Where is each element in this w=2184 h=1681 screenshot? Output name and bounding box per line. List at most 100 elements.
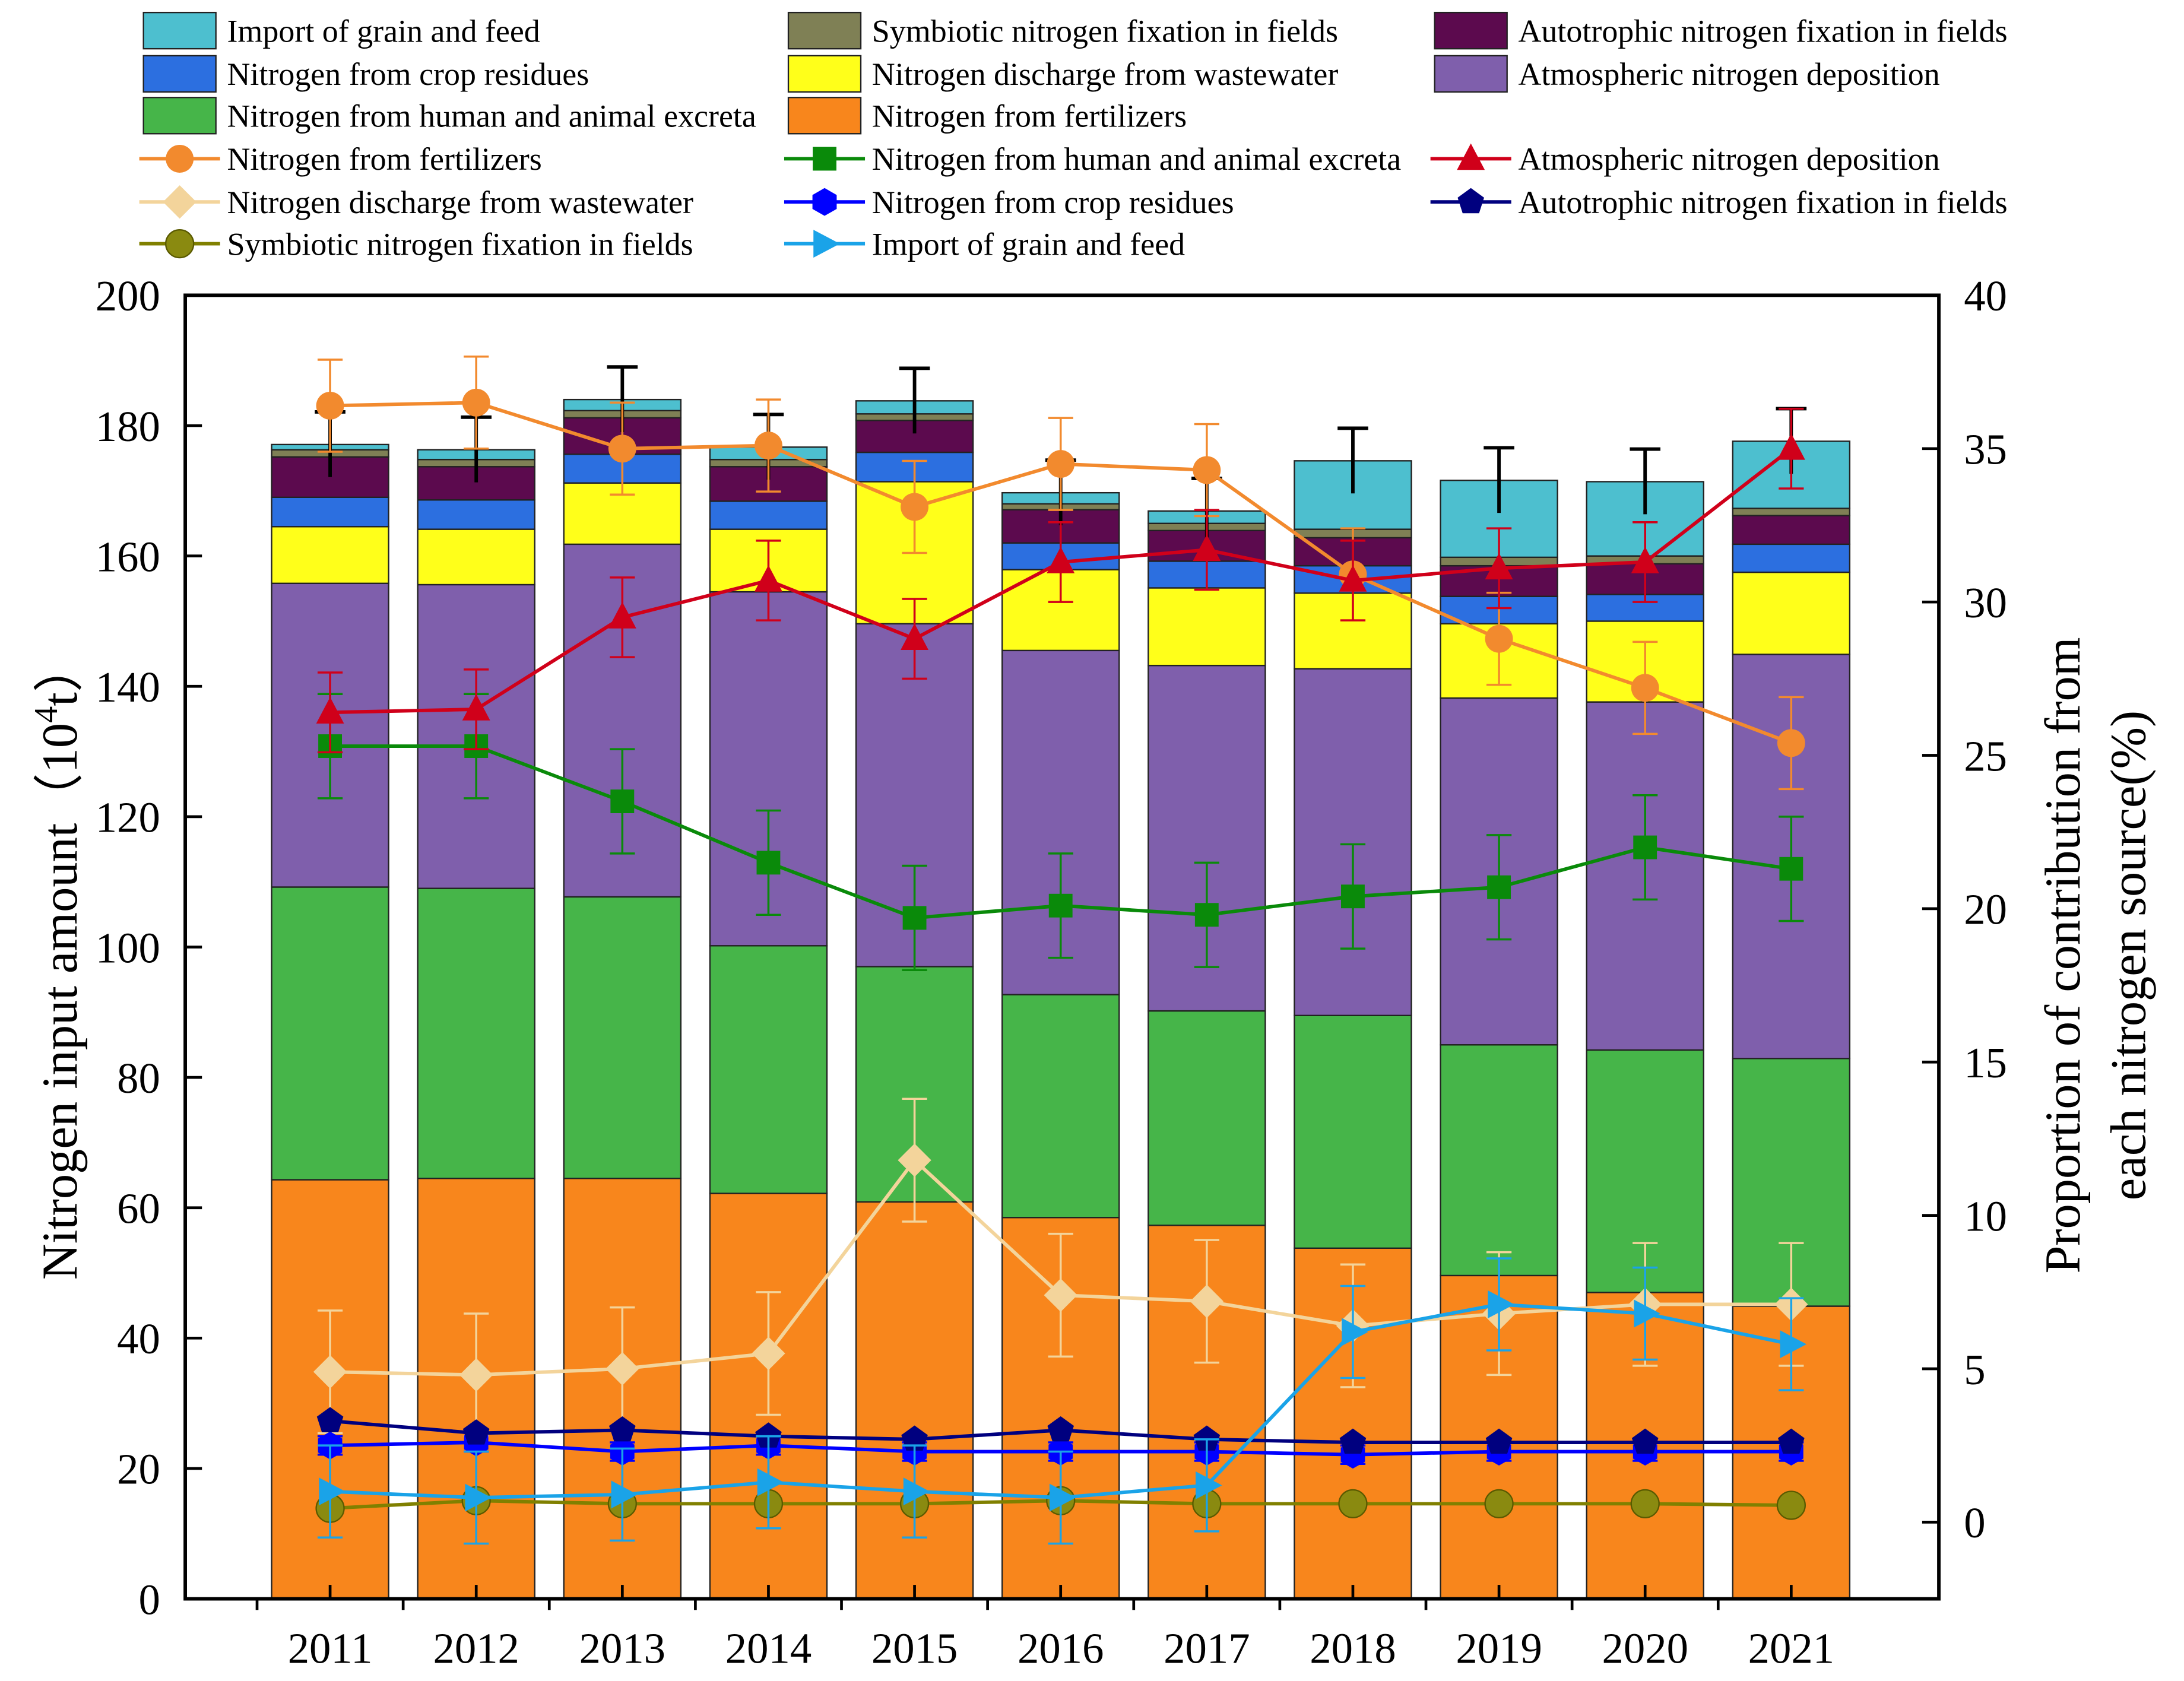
left-tick-label: 160 — [96, 532, 160, 581]
data-point — [1047, 1416, 1074, 1442]
x-tick-label: 2015 — [871, 1624, 958, 1672]
legend: Import of grain and feed Symbiotic nitrog… — [139, 11, 2008, 262]
bar-segment — [1148, 587, 1266, 667]
legend-label: Autotrophic nitrogen fixation in fields — [1518, 185, 2007, 220]
right-tick-label: 20 — [1964, 886, 2007, 934]
data-point — [901, 623, 929, 650]
data-point — [1777, 729, 1805, 757]
legend-swatch — [142, 11, 217, 50]
legend-swatch — [787, 11, 862, 50]
data-point — [1190, 1284, 1223, 1318]
data-point — [608, 434, 636, 463]
data-point — [1631, 1428, 1659, 1454]
bar-segment — [417, 499, 535, 530]
left-tick-label: 180 — [96, 402, 160, 451]
bar-segment — [417, 887, 535, 1179]
legend-swatch — [1434, 55, 1508, 93]
data-point — [465, 1483, 492, 1512]
data-point — [316, 391, 344, 420]
data-point — [609, 1416, 636, 1442]
data-point — [610, 789, 635, 813]
data-point — [1630, 1489, 1660, 1519]
data-point — [606, 1352, 639, 1386]
data-point — [1193, 456, 1221, 484]
data-point — [757, 1468, 784, 1496]
left-tick-label: 100 — [96, 924, 160, 972]
data-point — [754, 432, 782, 460]
legend-label: Import of grain and feed — [872, 226, 1185, 262]
legend-swatch — [142, 97, 217, 135]
x-tick-label: 2012 — [433, 1624, 519, 1672]
data-point — [754, 565, 782, 592]
data-point — [462, 694, 490, 721]
bar-segment — [1294, 1014, 1412, 1249]
data-point — [902, 906, 927, 930]
data-point — [1044, 1278, 1077, 1312]
data-point — [1485, 1428, 1513, 1454]
legend-swatch — [787, 97, 862, 135]
data-point — [1193, 534, 1221, 562]
data-point — [752, 1337, 785, 1371]
left-tick-label: 40 — [117, 1315, 160, 1363]
data-point — [1633, 835, 1657, 859]
right-tick-label: 15 — [1964, 1039, 2007, 1087]
legend-marker — [166, 145, 194, 173]
legend-label: Import of grain and feed — [227, 13, 540, 49]
data-point — [1193, 1425, 1221, 1451]
right-tick-label: 10 — [1964, 1192, 2007, 1240]
data-point — [608, 602, 636, 629]
x-tick-label: 2021 — [1748, 1624, 1834, 1672]
left-tick-label: 20 — [117, 1445, 160, 1493]
data-point — [1485, 624, 1513, 653]
line-series — [313, 356, 1808, 1545]
axes: 0 20 40 60 80 100 120 140 160 180 200 0 5 10 15 20 25 30 3… — [96, 272, 2007, 1672]
legend-label: Nitrogen from human and animal excreta — [872, 141, 1401, 177]
legend-label: Nitrogen discharge from wastewater — [227, 185, 693, 220]
data-point — [1631, 547, 1659, 573]
data-point — [901, 1425, 928, 1451]
legend-label: Nitrogen from crop residues — [227, 56, 589, 92]
x-tick-label: 2014 — [725, 1624, 812, 1672]
legend-label: Atmospheric nitrogen deposition — [1518, 141, 1939, 177]
legend-marker — [1457, 188, 1484, 214]
data-point — [898, 1143, 931, 1177]
data-point — [316, 1407, 344, 1432]
data-point — [611, 1480, 638, 1509]
data-point — [1780, 1330, 1807, 1359]
bar-segment — [271, 526, 389, 584]
legend-label: Nitrogen from fertilizers — [227, 141, 541, 177]
legend-marker — [813, 230, 840, 258]
legend-swatch — [1434, 11, 1508, 50]
data-point — [1047, 450, 1075, 478]
left-tick-label: 200 — [96, 272, 160, 320]
left-tick-label: 140 — [96, 663, 160, 711]
legend-label: Nitrogen from human and animal excreta — [227, 99, 756, 134]
data-point — [1339, 1428, 1367, 1454]
data-point — [1634, 1299, 1661, 1328]
bar-segment — [1148, 1010, 1266, 1226]
bar-segment — [709, 945, 828, 1194]
data-point — [1779, 857, 1803, 881]
legend-label: Atmospheric nitrogen deposition — [1518, 56, 1939, 92]
data-point — [1196, 1471, 1222, 1499]
data-point — [459, 1358, 493, 1392]
bar-segment — [271, 496, 389, 528]
x-tick-label: 2020 — [1602, 1624, 1688, 1672]
bar-segment — [1732, 515, 1851, 545]
legend-marker — [1457, 143, 1485, 170]
data-point — [1047, 547, 1075, 573]
data-point — [1487, 875, 1511, 899]
right-tick-label: 25 — [1964, 732, 2007, 780]
x-tick-label: 2013 — [579, 1624, 665, 1672]
left-tick-label: 80 — [117, 1054, 160, 1102]
x-tick-label: 2011 — [288, 1624, 373, 1672]
data-point — [1341, 884, 1365, 909]
x-tick-label: 2019 — [1456, 1624, 1542, 1672]
data-point — [1048, 893, 1073, 918]
bar-segment — [271, 886, 389, 1181]
legend-marker — [812, 188, 837, 216]
data-point — [755, 1422, 782, 1448]
legend-label: Nitrogen discharge from wastewater — [872, 56, 1339, 92]
data-point — [1342, 1318, 1368, 1346]
